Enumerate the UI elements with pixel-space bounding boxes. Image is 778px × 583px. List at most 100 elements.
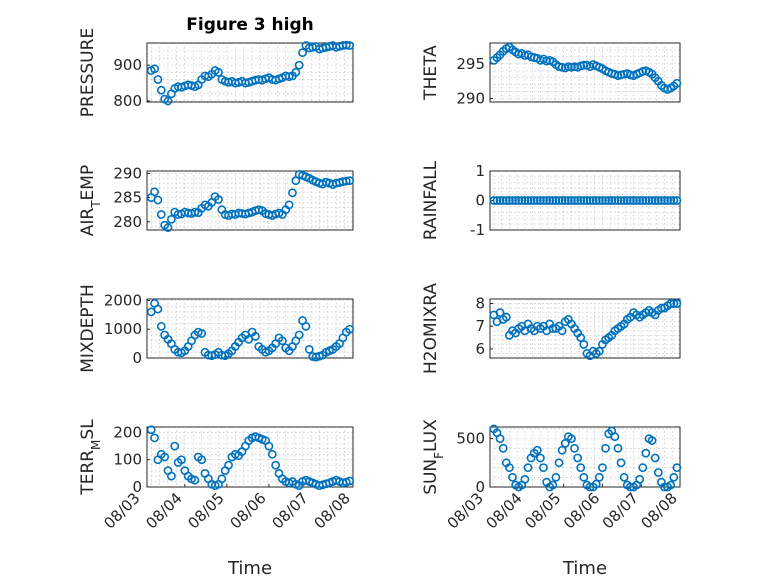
data-point bbox=[604, 196, 614, 205]
data-point bbox=[607, 196, 617, 205]
y-axis-label: TERRMSL bbox=[78, 419, 103, 496]
data-point bbox=[341, 176, 351, 186]
y-axis-label: RAINFALL bbox=[421, 160, 441, 240]
data-point bbox=[304, 344, 314, 354]
data-point bbox=[345, 41, 355, 50]
subplot-pressure: 800 900 PRESSURE Figure 3 high bbox=[78, 15, 355, 117]
data-point bbox=[672, 299, 682, 308]
ytick-label: -1 bbox=[470, 221, 485, 239]
grid bbox=[147, 43, 353, 102]
ytick-label: 6 bbox=[475, 340, 485, 358]
y-axis-label: THETA bbox=[421, 45, 441, 101]
ytick-label: 0 bbox=[132, 349, 142, 367]
ytick-label: 1 bbox=[475, 162, 485, 180]
data-point bbox=[610, 196, 620, 205]
xtick-label: 08/03 bbox=[100, 489, 143, 532]
data-point bbox=[542, 196, 552, 205]
data-point bbox=[557, 445, 567, 455]
data-point bbox=[301, 321, 311, 331]
data-point bbox=[170, 441, 180, 451]
data-point bbox=[653, 468, 663, 477]
data-point bbox=[508, 196, 517, 205]
data-point bbox=[619, 196, 629, 205]
data-point bbox=[594, 196, 604, 205]
subplot-air-temp: 280 285 290 AIRTEMP bbox=[78, 164, 355, 236]
data-point bbox=[156, 210, 166, 219]
data-point bbox=[166, 214, 176, 224]
data-point bbox=[570, 196, 579, 205]
data-point bbox=[501, 196, 511, 205]
data-point bbox=[554, 196, 564, 205]
data-point bbox=[588, 196, 598, 205]
ytick-label: 2000 bbox=[104, 291, 142, 309]
ytick-label: 290 bbox=[113, 164, 142, 182]
data-point bbox=[656, 196, 666, 205]
y-axis-label: MIXDEPTH bbox=[78, 284, 98, 373]
data-point bbox=[601, 443, 610, 453]
data-point bbox=[557, 326, 567, 336]
data-point bbox=[666, 480, 676, 490]
data-point bbox=[288, 188, 297, 198]
data-point bbox=[647, 196, 657, 205]
data-point bbox=[166, 471, 176, 481]
xtick-label: 08/07 bbox=[599, 489, 642, 532]
ytick-label: 0 bbox=[475, 478, 485, 496]
subplot-theta: 290 295 THETA bbox=[421, 42, 682, 108]
ytick-label: 280 bbox=[113, 213, 142, 231]
data-point bbox=[669, 299, 679, 308]
data-point bbox=[638, 463, 648, 473]
data-point bbox=[501, 312, 511, 322]
grid bbox=[490, 171, 680, 230]
data-point bbox=[616, 458, 626, 468]
data-point bbox=[345, 476, 355, 486]
data-point bbox=[663, 196, 672, 205]
data-point bbox=[573, 196, 583, 205]
data-point bbox=[579, 196, 589, 205]
data-point bbox=[660, 196, 669, 205]
ytick-label: 0 bbox=[475, 192, 485, 210]
x-axis-label: Time bbox=[562, 558, 607, 579]
data-point bbox=[153, 75, 163, 84]
series-points bbox=[489, 424, 682, 492]
xtick-label: 08/04 bbox=[142, 489, 185, 532]
data-point bbox=[277, 336, 287, 346]
data-point bbox=[613, 196, 623, 205]
data-point bbox=[632, 196, 641, 205]
data-point bbox=[666, 299, 676, 308]
data-point bbox=[619, 472, 629, 482]
series-points bbox=[489, 42, 682, 94]
y-axis-label: H2OMIXRA bbox=[421, 283, 441, 374]
data-point bbox=[150, 433, 159, 443]
data-point bbox=[498, 196, 508, 205]
data-point bbox=[545, 196, 555, 205]
subplot-rainfall: -1 0 1 RAINFALL bbox=[421, 160, 682, 240]
data-point bbox=[489, 196, 499, 205]
data-point bbox=[557, 196, 567, 205]
data-point bbox=[647, 436, 657, 445]
data-point bbox=[520, 196, 530, 205]
series-points bbox=[489, 299, 682, 361]
data-point bbox=[224, 460, 233, 470]
data-point bbox=[345, 324, 355, 334]
data-point bbox=[548, 196, 558, 205]
data-point bbox=[532, 196, 542, 205]
grid bbox=[147, 171, 353, 230]
data-point bbox=[536, 453, 545, 463]
ytick-label: 100 bbox=[113, 451, 142, 469]
data-point bbox=[217, 474, 227, 484]
data-point bbox=[672, 463, 682, 473]
xtick-label: 08/08 bbox=[638, 489, 681, 532]
data-point bbox=[666, 196, 676, 205]
ytick-label: 1000 bbox=[104, 320, 142, 338]
data-point bbox=[585, 196, 595, 205]
data-point bbox=[610, 432, 620, 442]
data-point bbox=[567, 196, 576, 205]
data-point bbox=[214, 195, 223, 204]
data-point bbox=[539, 463, 548, 473]
data-point bbox=[551, 196, 561, 205]
ytick-label: 8 bbox=[475, 295, 485, 313]
data-point bbox=[495, 434, 505, 444]
data-point bbox=[641, 448, 651, 458]
